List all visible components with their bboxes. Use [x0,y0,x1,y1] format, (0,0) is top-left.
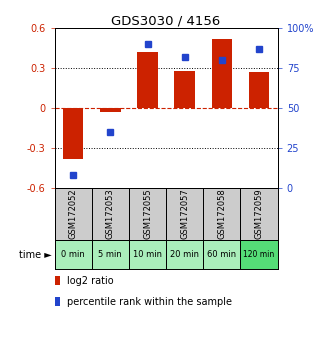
Text: 120 min: 120 min [243,250,275,259]
Text: 10 min: 10 min [133,250,162,259]
Text: GSM172059: GSM172059 [255,189,264,239]
Bar [137,52,158,108]
Bar [203,188,240,240]
Bar [55,240,92,269]
Bar [203,240,240,269]
Bar [166,240,203,269]
Text: GSM172058: GSM172058 [217,189,226,239]
Bar [92,240,129,269]
Bar [55,188,92,240]
Bar [212,39,232,108]
Text: percentile rank within the sample: percentile rank within the sample [67,297,232,307]
Text: log2 ratio: log2 ratio [67,275,114,286]
Bar [63,108,83,159]
Text: GSM172053: GSM172053 [106,189,115,239]
Text: 0 min: 0 min [61,250,85,259]
Bar [240,188,278,240]
Text: GSM172052: GSM172052 [69,189,78,239]
Text: 5 min: 5 min [99,250,122,259]
Bar [166,188,203,240]
Text: GSM172057: GSM172057 [180,189,189,239]
Text: time ►: time ► [19,250,51,259]
Text: 60 min: 60 min [207,250,237,259]
Bar [249,72,269,108]
Text: 20 min: 20 min [170,250,199,259]
Title: GDS3030 / 4156: GDS3030 / 4156 [111,14,221,27]
Bar [240,240,278,269]
Bar [175,71,195,108]
Bar [92,188,129,240]
Bar [100,108,121,112]
Text: GSM172055: GSM172055 [143,189,152,239]
Bar [129,240,166,269]
Bar [129,188,166,240]
